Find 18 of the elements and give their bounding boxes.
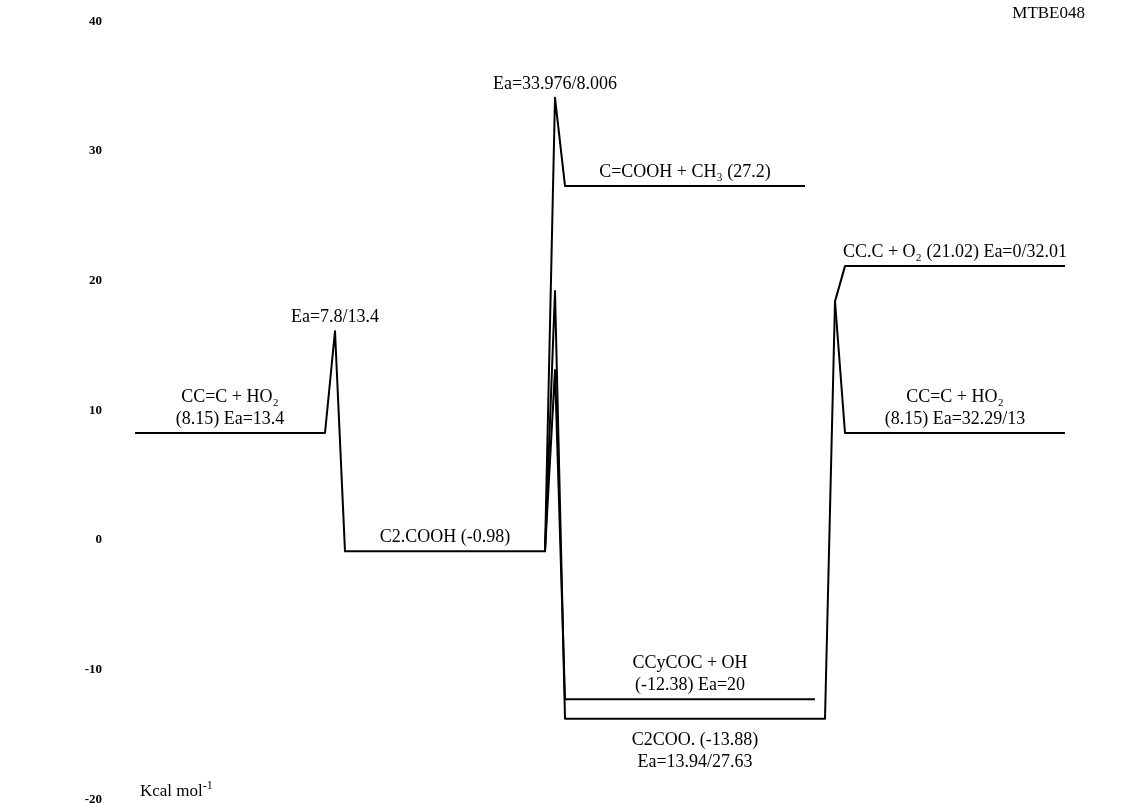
y-tick-label: 40 [89, 12, 102, 28]
annotation: CC.C + O₂ (21.02) Ea=0/32.01 [842, 241, 1068, 263]
annotation: CCyCOC + OH (-12.38) Ea=20 [632, 652, 748, 696]
y-tick-label: 30 [89, 142, 102, 158]
y-tick-label: 20 [89, 271, 102, 287]
y-axis-title: Kcal mol$^{-1}$ [140, 778, 213, 800]
y-tick-label: -20 [84, 790, 102, 803]
y-tick-label: 10 [89, 401, 102, 417]
chart-title: MTBE048 [1012, 3, 1085, 22]
annotation: C2COO. (-13.88) Ea=13.94/27.63 [631, 728, 759, 771]
annotation: Ea=7.8/13.4 [290, 306, 380, 327]
annotation: C=COOH + CH₃ (27.2) [599, 160, 771, 182]
annotation: C2.COOH (-0.98) [379, 526, 511, 548]
annotation: CC=C + HO₂ (8.15) Ea=13.4 [175, 385, 285, 429]
annotation: CC=C + HO₂ (8.15) Ea=32.29/13 [884, 385, 1026, 429]
y-tick-label: -10 [84, 660, 102, 676]
annotation: Ea=33.976/8.006 [492, 72, 618, 93]
y-tick-label: 0 [95, 531, 102, 547]
